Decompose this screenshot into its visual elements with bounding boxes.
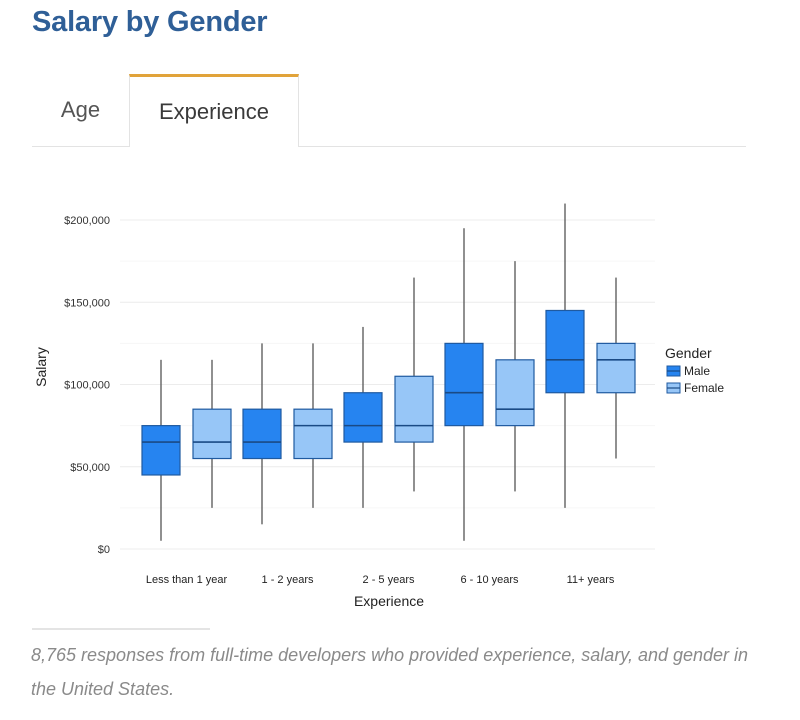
box-male bbox=[141, 359, 181, 541]
x-tick-label: 6 - 10 years bbox=[460, 574, 519, 586]
tab-experience[interactable]: Experience bbox=[129, 74, 299, 147]
y-tick-label: $50,000 bbox=[70, 462, 110, 474]
x-tick-label: 1 - 2 years bbox=[262, 574, 314, 586]
legend-key-female bbox=[666, 382, 681, 394]
y-tick-label: $100,000 bbox=[64, 380, 110, 392]
y-tick-label: $150,000 bbox=[64, 297, 110, 309]
x-axis-label: Experience bbox=[354, 593, 424, 609]
box-iqr bbox=[394, 375, 434, 443]
box-iqr bbox=[192, 408, 232, 460]
y-axis-ticks: $0 $50,000 $100,000 $150,000 $200,000 bbox=[64, 215, 110, 556]
y-tick-label: $0 bbox=[98, 544, 110, 556]
x-tick-label: 2 - 5 years bbox=[363, 574, 415, 586]
box-female bbox=[394, 277, 434, 492]
y-tick-label: $200,000 bbox=[64, 215, 110, 227]
box-iqr bbox=[545, 309, 585, 394]
legend: Gender Male Female bbox=[665, 345, 724, 395]
box-male bbox=[545, 203, 585, 508]
box-female bbox=[192, 359, 232, 508]
page-title: Salary by Gender bbox=[32, 6, 268, 38]
tab-bar: Age Experience bbox=[32, 74, 746, 147]
box-iqr bbox=[293, 408, 333, 460]
legend-title: Gender bbox=[665, 345, 712, 361]
box-iqr bbox=[596, 342, 636, 394]
x-axis-ticks: Less than 1 year 1 - 2 years 2 - 5 years 6 … bbox=[146, 574, 615, 586]
box-female bbox=[293, 343, 333, 508]
box-iqr bbox=[141, 425, 181, 476]
box-iqr bbox=[242, 408, 282, 460]
box-male bbox=[444, 228, 484, 541]
box-male bbox=[343, 326, 383, 508]
tab-age[interactable]: Age bbox=[60, 97, 101, 122]
caption-divider bbox=[32, 628, 210, 630]
caption: 8,765 responses from full-time developer… bbox=[31, 645, 749, 699]
box-female bbox=[495, 261, 535, 492]
boxes bbox=[141, 203, 636, 541]
legend-key-male bbox=[666, 365, 681, 377]
box-iqr bbox=[343, 392, 383, 443]
box-iqr bbox=[495, 359, 535, 427]
x-tick-label: 11+ years bbox=[567, 574, 615, 586]
box-iqr bbox=[444, 342, 484, 427]
legend-label: Male bbox=[684, 364, 710, 378]
boxplot-chart: $0 $50,000 $100,000 $150,000 $200,000 Less t… bbox=[33, 203, 724, 609]
x-tick-label: Less than 1 year bbox=[146, 574, 228, 586]
legend-label: Female bbox=[684, 381, 724, 395]
box-female bbox=[596, 277, 636, 459]
y-axis-label: Salary bbox=[33, 347, 49, 387]
box-male bbox=[242, 343, 282, 525]
